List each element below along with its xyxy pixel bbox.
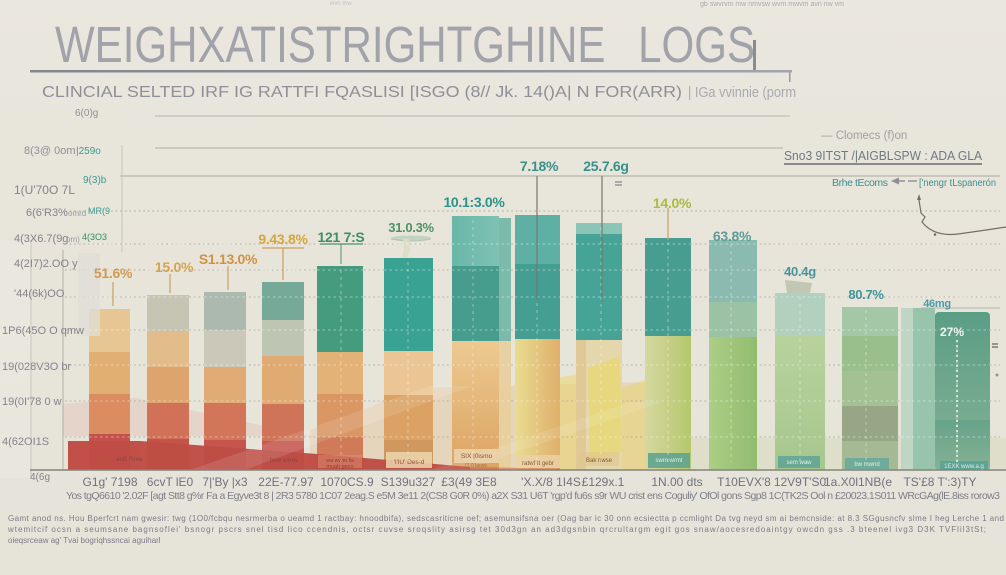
svg-text:sem waw: sem waw [786,460,812,466]
svg-text:G1g' 7198: G1g' 7198 [82,475,137,489]
svg-text:oieqsrceaw ag' Tvai bogriqhssn: oieqsrceaw ag' Tvai bogriqhssncai aguiha… [8,536,161,545]
svg-text:CLINCIAL SELTED IRF IG RATTFI: CLINCIAL SELTED IRF IG RATTFI FQASLISI [… [42,84,682,101]
svg-text:SIX |0ismo: SIX |0ismo [461,453,493,460]
svg-text:4(62OI1S: 4(62OI1S [2,436,49,448]
svg-text:tww wmw: tww wmw [270,457,298,464]
svg-text:wa wwm lis: wa wwm lis [325,458,354,464]
svg-text:1P6(45O O qmw: 1P6(45O O qmw [2,325,84,337]
svg-text:1EXK www.a.g: 1EXK www.a.g [944,464,984,470]
svg-text:6(0)g: 6(0)g [75,108,98,119]
svg-text:'44(6k)OO: '44(6k)OO [14,288,65,300]
svg-text:51.6%: 51.6% [94,265,133,281]
svg-text:'X.X/8 1I4S: 'X.X/8 1I4S [521,475,581,489]
svg-text:4(6g: 4(6g [30,472,50,483]
svg-text:Gamt anod ns. Hou Bperfcrt nam: Gamt anod ns. Hou Bperfcrt nam gwesir: t… [8,514,1004,523]
svg-text:1a.X0l1NB(e: 1a.X0l1NB(e [824,475,892,489]
svg-text:7|'By |x3: 7|'By |x3 [202,475,248,489]
svg-text:6(6'R3%: 6(6'R3% [26,207,68,219]
svg-text:6cvT lE0: 6cvT lE0 [147,475,194,489]
svg-text:63.8%: 63.8% [713,228,752,244]
svg-text:19(0I'78 0 w: 19(0I'78 0 w [2,396,62,408]
svg-text:9.43.8%: 9.43.8% [258,231,308,247]
svg-text:ratwf It gebr: ratwf It gebr [522,461,554,467]
svg-text:— Clomecs (f)on: — Clomecs (f)on [821,130,907,142]
svg-text:Yos tgQ6610 '2.02F [agt Stt8: Yos tgQ6610 '2.02F [agt Stt8 g%r Fa a Eg… [66,490,1000,502]
svg-text:muah geco: muah geco [326,464,353,470]
svg-text:80.7%: 80.7% [848,287,884,302]
svg-text:£3(49 3E8: £3(49 3E8 [441,475,497,489]
svg-text:4(3O3: 4(3O3 [82,232,107,242]
svg-text:(1.0 bewe: (1.0 bewe [465,463,487,469]
svg-text:31.0.3%: 31.0.3% [388,220,434,235]
svg-text:19(028V3O br: 19(028V3O br [2,361,71,373]
svg-text:12V9T'S0: 12V9T'S0 [774,475,827,489]
svg-text:1(U'70O 7L: 1(U'70O 7L [14,183,75,197]
svg-text:£129x.1: £129x.1 [582,475,625,489]
svg-text:|259o: |259o [76,146,101,157]
svg-text:om): om) [66,235,80,244]
svg-text:46mg: 46mg [923,298,951,310]
svg-text:10.1:3.0%: 10.1:3.0% [443,194,505,210]
svg-text:121 7:S: 121 7:S [318,229,365,245]
svg-text:WEIGHXATISTRIGHTGHINE LOGS: WEIGHXATISTRIGHTGHINE LOGS [55,16,755,73]
svg-text:S1.13.0%: S1.13.0% [199,251,258,267]
svg-text:4(3X6.7(9g: 4(3X6.7(9g [14,233,68,245]
svg-text:omrd: omrd [68,209,86,218]
svg-text:9(3)b: 9(3)b [83,175,107,186]
svg-text:8(3@ 0om: 8(3@ 0om [24,145,76,157]
svg-text:Brhe tEcoms: Brhe tEcoms [832,177,888,189]
svg-text:bw mwnd: bw mwnd [854,462,879,468]
svg-text:wtemitcif ocsn a seumsane bagn: wtemitcif ocsn a seumsane bagnsoflei' bs… [7,525,986,534]
svg-text:27%: 27% [940,325,964,339]
svg-text:Bak nwse: Bak nwse [586,458,613,464]
svg-text:['nengr tLspanerón: ['nengr tLspanerón [919,177,996,189]
svg-text:TS'£8 T':3)TY: TS'£8 T':3)TY [903,475,976,489]
svg-text:22E-77.97: 22E-77.97 [258,475,314,489]
svg-text:7.18%: 7.18% [520,158,559,174]
svg-text:gb swvrvm mw nmvsw wvm mwvm av: gb swvrvm mw nmvsw wvm mwvm avn nw vm [700,1,844,8]
svg-text:axB Rme: axB Rme [116,456,143,463]
svg-text:14.0%: 14.0% [653,195,692,211]
svg-text:| IGa vvinnie (porm: | IGa vvinnie (porm [688,84,796,101]
svg-text:MR(9: MR(9 [88,206,110,216]
svg-text:S139u327: S139u327 [381,475,436,489]
svg-text:Sno3 9ITST /|AIGBLSPW : ADA GL: Sno3 9ITST /|AIGBLSPW : ADA GLA [784,148,982,163]
svg-text:1070CS.9: 1070CS.9 [320,475,374,489]
svg-text:4(2I7)2.OO y: 4(2I7)2.OO y [14,258,78,270]
svg-text:swm wrmt: swm wrmt [656,458,683,464]
svg-text:1N.00 dts: 1N.00 dts [651,475,702,489]
svg-text:T10EVX'8: T10EVX'8 [717,475,771,489]
svg-text:15.0%: 15.0% [155,259,194,275]
svg-text:'I'lU' Des-d: 'I'lU' Des-d [394,459,425,466]
svg-text:wvn mw: wvn mw [329,1,352,7]
svg-text:40.4g: 40.4g [784,264,816,279]
svg-text:25.7.6g: 25.7.6g [583,158,628,174]
